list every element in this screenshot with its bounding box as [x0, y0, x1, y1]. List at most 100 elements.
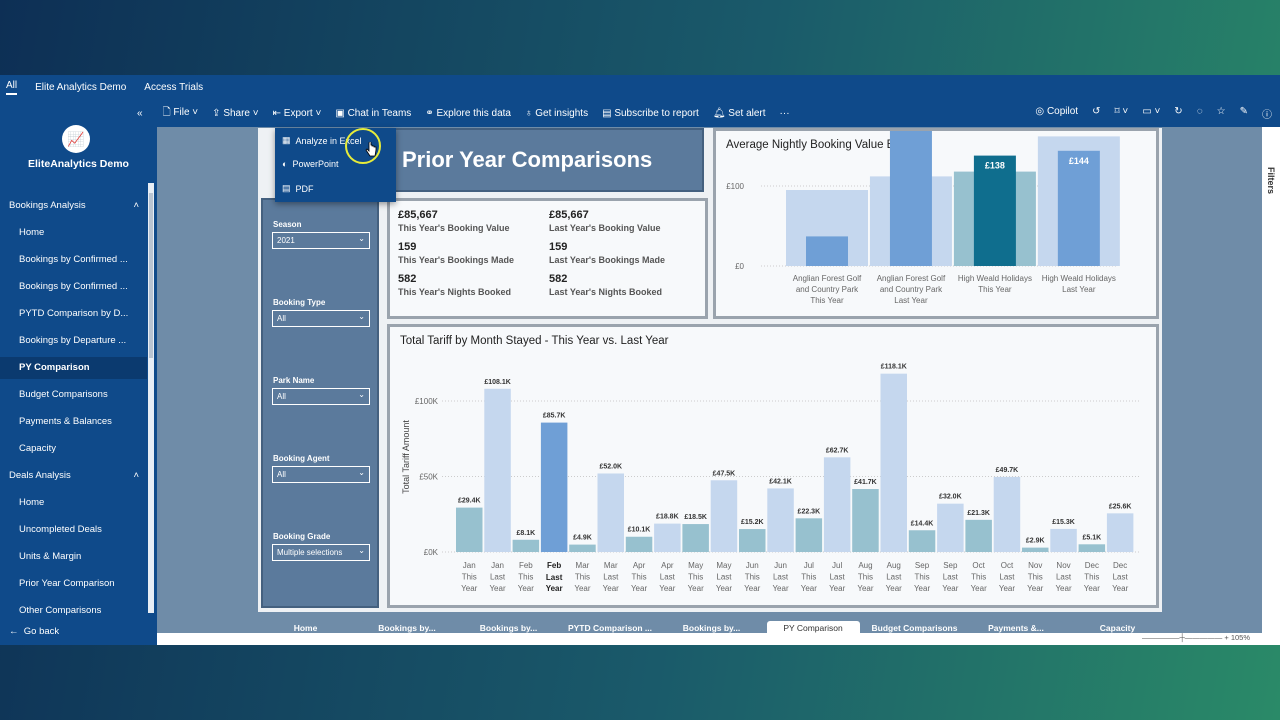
sidebar-item[interactable]: Prior Year Comparison	[19, 578, 115, 589]
top-nav: All Elite Analytics Demo Access Trials	[0, 75, 1280, 99]
kpi-value: 159	[398, 241, 417, 253]
data-label: £15.2K	[741, 519, 764, 526]
data-label: £32.0K	[939, 494, 962, 501]
x-tick-label: Mar	[576, 561, 590, 570]
slicer-dropdown[interactable]: All ⌄	[272, 388, 370, 405]
kpi-item: £85,667 This Year's Booking Value	[398, 209, 510, 233]
subscribe-button[interactable]: ▤ Subscribe to report	[602, 107, 699, 119]
bar	[823, 457, 851, 552]
reset-icon[interactable]: ↺	[1092, 105, 1101, 117]
sidebar-item[interactable]: Home	[19, 227, 45, 238]
more-options-button[interactable]: ···	[779, 107, 790, 119]
page-tab[interactable]: Bookings by...	[360, 621, 454, 636]
chat-in-teams-button[interactable]: ▣ Chat in Teams	[335, 107, 412, 119]
comment-icon[interactable]: ◌	[1196, 105, 1203, 117]
x-tick-label: Sep	[943, 561, 958, 570]
sidebar-section-header[interactable]: Bookings Analysis ˄	[0, 195, 147, 217]
report-canvas: Prior Year Comparisons Season 2021 ⌄ Bookin…	[157, 127, 1262, 645]
sidebar-item[interactable]: PY Comparison	[0, 357, 147, 379]
page-tab[interactable]: PY Comparison	[766, 621, 860, 636]
favorite-icon[interactable]: ☆	[1216, 105, 1226, 117]
filters-pane[interactable]: Filters	[1262, 127, 1280, 645]
sidebar-item[interactable]: Units & Margin	[19, 551, 82, 562]
x-tick-label: May	[716, 561, 731, 570]
x-tick-label: Dec	[1085, 561, 1099, 570]
y-tick-label: £100	[726, 182, 744, 191]
file-menu[interactable]: 🗋 File ˅	[162, 106, 199, 118]
kpi-item: 159 Last Year's Bookings Made	[549, 241, 665, 265]
menu-item-powerpoint[interactable]: ◐ PowerPoint	[282, 159, 339, 169]
x-tick-label: Jul	[804, 561, 814, 570]
x-tick-label: Year	[631, 584, 648, 593]
edit-icon[interactable]: ✎	[1239, 105, 1248, 117]
page-tab[interactable]: Bookings by...	[462, 621, 555, 636]
get-insights-button[interactable]: ♁ Get insights	[524, 107, 589, 119]
bar	[908, 530, 936, 552]
bookmark-icon[interactable]: ⌑ ˅	[1114, 105, 1129, 117]
page-tab[interactable]: Home	[259, 621, 352, 636]
collapse-nav-button[interactable]: «	[137, 107, 143, 119]
explore-data-button[interactable]: ⚭ Explore this data	[425, 107, 511, 119]
nav-access-trials[interactable]: Access Trials	[144, 81, 204, 93]
sidebar-item[interactable]: Bookings by Confirmed ...	[19, 254, 128, 265]
kpi-item: 582 Last Year's Nights Booked	[549, 273, 662, 297]
slicer-dropdown[interactable]: All ⌄	[272, 310, 370, 327]
page-tab[interactable]: Budget Comparisons	[868, 621, 961, 636]
set-alert-button[interactable]: 🔔︎ Set alert	[712, 107, 766, 119]
sidebar-item[interactable]: Budget Comparisons	[19, 389, 108, 400]
x-tick-label: Jun	[746, 561, 759, 570]
slicer-dropdown[interactable]: All ⌄	[272, 466, 370, 483]
nav-all[interactable]: All	[6, 80, 18, 95]
x-tick-label: Year	[942, 584, 959, 593]
slicer-dropdown[interactable]: 2021 ⌄	[272, 232, 370, 249]
nav-elite-analytics-demo[interactable]: Elite Analytics Demo	[35, 81, 127, 93]
sidebar-item[interactable]: Bookings by Confirmed ...	[19, 281, 128, 292]
data-label: £25.6K	[1109, 503, 1132, 510]
sidebar-item[interactable]: Other Comparisons	[19, 605, 102, 616]
data-label: £62.7K	[826, 447, 849, 454]
x-tick-label: Last	[886, 573, 902, 582]
bar	[993, 476, 1021, 552]
sidebar-item[interactable]: Bookings by Departure ...	[19, 335, 127, 346]
view-icon[interactable]: ▭ ˅	[1142, 105, 1161, 117]
chevron-up-icon: ˄	[133, 200, 139, 211]
data-label: £18.8K	[656, 514, 679, 521]
section-label: Bookings Analysis	[9, 200, 86, 211]
zoom-slider[interactable]: —————┼————— +	[1141, 633, 1231, 642]
sidebar-item[interactable]: Home	[19, 497, 45, 508]
share-menu[interactable]: ⇪ Share ˅	[212, 107, 259, 119]
x-tick-label: Last	[603, 573, 619, 582]
x-tick-label: This	[462, 573, 477, 582]
sidebar-item[interactable]: Uncompleted Deals	[19, 524, 102, 535]
menu-item-analyze-in-excel[interactable]: ▦ Analyze in Excel	[282, 135, 362, 146]
sidebar-item[interactable]: PYTD Comparison by D...	[19, 308, 129, 319]
slicer-dropdown[interactable]: Multiple selections ⌄	[272, 544, 370, 561]
page-tab[interactable]: PYTD Comparison ...	[563, 621, 657, 636]
sidebar-scrollbar[interactable]	[148, 183, 154, 613]
bar	[973, 155, 1016, 266]
sidebar-item[interactable]: Payments & Balances	[19, 416, 112, 427]
bar	[965, 519, 992, 552]
x-tick-label: This	[745, 573, 760, 582]
page-tab[interactable]: Payments &...	[969, 621, 1063, 636]
x-tick-label: Apr	[633, 561, 646, 570]
refresh-icon[interactable]: ↻	[1174, 105, 1183, 117]
x-tick-label: Year	[857, 584, 874, 593]
x-tick-label: This	[575, 573, 590, 582]
go-back-link[interactable]: ← Go back	[9, 626, 59, 637]
copilot-button[interactable]: ◎ Copilot	[1035, 105, 1079, 117]
report-page: Prior Year Comparisons Season 2021 ⌄ Bookin…	[258, 128, 1162, 612]
x-tick-label: This Year	[810, 296, 844, 305]
data-label: £49.7K	[996, 467, 1019, 474]
export-menu[interactable]: ⇤ Export ˅	[272, 107, 322, 119]
page-tab[interactable]: Bookings by...	[665, 621, 758, 636]
x-tick-label: This	[914, 573, 929, 582]
x-tick-label: This Year	[978, 285, 1012, 294]
chevron-down-icon: ⌄	[358, 234, 365, 243]
sidebar-item[interactable]: Capacity	[19, 443, 56, 454]
kpi-label: This Year's Nights Booked	[398, 287, 512, 297]
info-icon[interactable]: ⓘ	[1262, 109, 1272, 121]
menu-item-pdf[interactable]: ▤ PDF	[282, 183, 314, 194]
sidebar-section-header[interactable]: Deals Analysis ˄	[0, 465, 147, 487]
page-tab[interactable]: Capacity	[1071, 621, 1164, 636]
